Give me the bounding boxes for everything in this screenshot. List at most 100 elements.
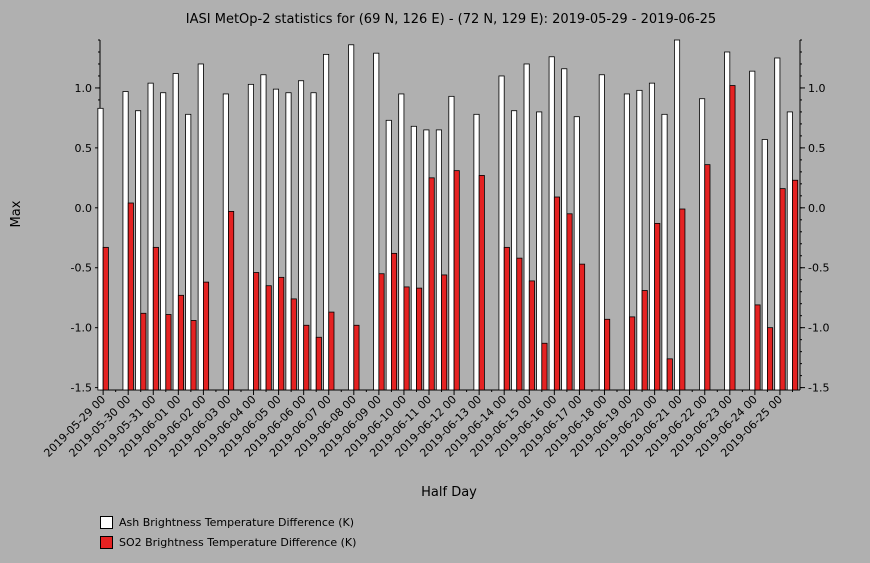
- legend-label-ash: Ash Brightness Temperature Difference (K…: [119, 515, 354, 529]
- chart-title: IASI MetOp-2 statistics for (69 N, 126 E…: [186, 12, 716, 27]
- bar-so2: [190, 320, 197, 391]
- bar-so2: [165, 314, 172, 391]
- bar-ash: [122, 91, 129, 391]
- bar-ash: [561, 68, 568, 391]
- bar-ash: [298, 80, 305, 391]
- bar-ash: [749, 70, 756, 391]
- y-tick-label-right: -1.0: [808, 322, 829, 335]
- bar-ash: [423, 129, 430, 391]
- bar-ash: [348, 44, 355, 391]
- bar-so2: [528, 280, 535, 391]
- bar-so2: [378, 273, 385, 391]
- bar-ash: [222, 93, 229, 391]
- y-tick-label-right: -1.5: [808, 382, 829, 395]
- bar-ash: [435, 129, 442, 391]
- bar-ash: [410, 125, 417, 391]
- bar-so2: [453, 170, 460, 391]
- bar-so2: [566, 213, 573, 391]
- bar-so2: [391, 252, 398, 391]
- bar-ash: [674, 39, 681, 391]
- bar-ash: [185, 113, 192, 391]
- bar-so2: [127, 202, 134, 391]
- bar-ash: [498, 75, 505, 391]
- bar-ash: [247, 83, 254, 391]
- bar-ash: [636, 89, 643, 391]
- bar-so2: [140, 312, 147, 391]
- y-tick-label-right: 1.0: [808, 82, 826, 95]
- bar-so2: [202, 281, 210, 391]
- bar-so2: [315, 336, 322, 391]
- bar-so2: [416, 287, 423, 391]
- bar-so2: [290, 298, 297, 391]
- y-tick-label-right: 0.5: [808, 142, 826, 155]
- bar-ash: [272, 88, 279, 391]
- bar-ash: [172, 73, 179, 391]
- bar-so2: [177, 294, 184, 391]
- bar-so2: [303, 324, 310, 391]
- y-axis-label: Max: [9, 200, 24, 227]
- bar-so2: [102, 246, 109, 391]
- legend: Ash Brightness Temperature Difference (K…: [100, 512, 356, 552]
- bar-ash: [786, 111, 793, 391]
- bar-so2: [278, 276, 285, 391]
- bar-so2: [579, 263, 586, 391]
- bar-ash: [536, 111, 543, 391]
- bar-so2: [629, 316, 636, 391]
- x-axis-label: Half Day: [421, 485, 477, 500]
- bar-ash: [385, 119, 392, 391]
- bar-so2: [553, 196, 561, 391]
- bar-so2: [779, 188, 786, 391]
- bar-so2: [604, 318, 611, 391]
- bar-so2: [729, 85, 736, 391]
- bar-ash: [97, 107, 104, 391]
- bar-so2: [666, 358, 673, 391]
- bar-ash: [135, 110, 142, 391]
- plot-area: -1.5 -1.5 -1.0 -1.0 -0.5 -0.5 0.0 0.0 0.5 0.5 1.0 1…: [41, 39, 829, 460]
- bar-ash: [548, 56, 555, 391]
- bar-so2: [265, 285, 272, 391]
- bar-ash: [774, 57, 781, 391]
- bar-ash: [448, 95, 455, 391]
- bar-ash: [648, 82, 656, 391]
- y-tick-label-left: -1.0: [71, 322, 92, 335]
- bar-ash: [523, 63, 530, 391]
- bar-ash: [473, 113, 480, 391]
- y-tick-label-right: 0.0: [808, 202, 826, 215]
- y-tick-label-left: 1.0: [75, 82, 93, 95]
- bar-ash: [724, 51, 731, 391]
- bar-so2: [441, 274, 448, 391]
- bar-so2: [228, 210, 235, 391]
- bar-ash: [511, 110, 518, 391]
- bar-so2: [328, 311, 335, 391]
- bar-so2: [767, 327, 774, 391]
- bar-ash: [573, 116, 580, 391]
- bar-so2: [253, 272, 260, 391]
- bar-so2: [704, 164, 711, 391]
- bar-so2: [353, 324, 360, 391]
- bar-ash: [398, 93, 405, 391]
- bar-so2: [478, 175, 485, 391]
- legend-swatch-ash: [100, 515, 113, 529]
- bar-ash: [323, 53, 330, 391]
- bar-so2: [679, 208, 686, 391]
- legend-item-so2: SO2 Brightness Temperature Difference (K…: [100, 532, 356, 552]
- bar-ash: [160, 92, 167, 391]
- bar-so2: [152, 246, 159, 391]
- bar-ash: [761, 139, 768, 391]
- legend-swatch-so2: [100, 535, 113, 549]
- bar-so2: [503, 246, 510, 391]
- bar-so2: [641, 290, 648, 391]
- bar-ash: [598, 74, 605, 391]
- y-tick-label-left: -0.5: [71, 262, 92, 275]
- y-tick-label-right: -0.5: [808, 262, 829, 275]
- bar-so2: [792, 179, 799, 391]
- bar-ash: [197, 63, 204, 391]
- bar-ash: [310, 92, 317, 391]
- bar-ash: [285, 92, 292, 391]
- bar-ash: [661, 113, 668, 391]
- bar-so2: [403, 286, 410, 391]
- bar-so2: [654, 222, 661, 391]
- y-tick-label-left: 0.5: [75, 142, 93, 155]
- bar-so2: [541, 342, 548, 391]
